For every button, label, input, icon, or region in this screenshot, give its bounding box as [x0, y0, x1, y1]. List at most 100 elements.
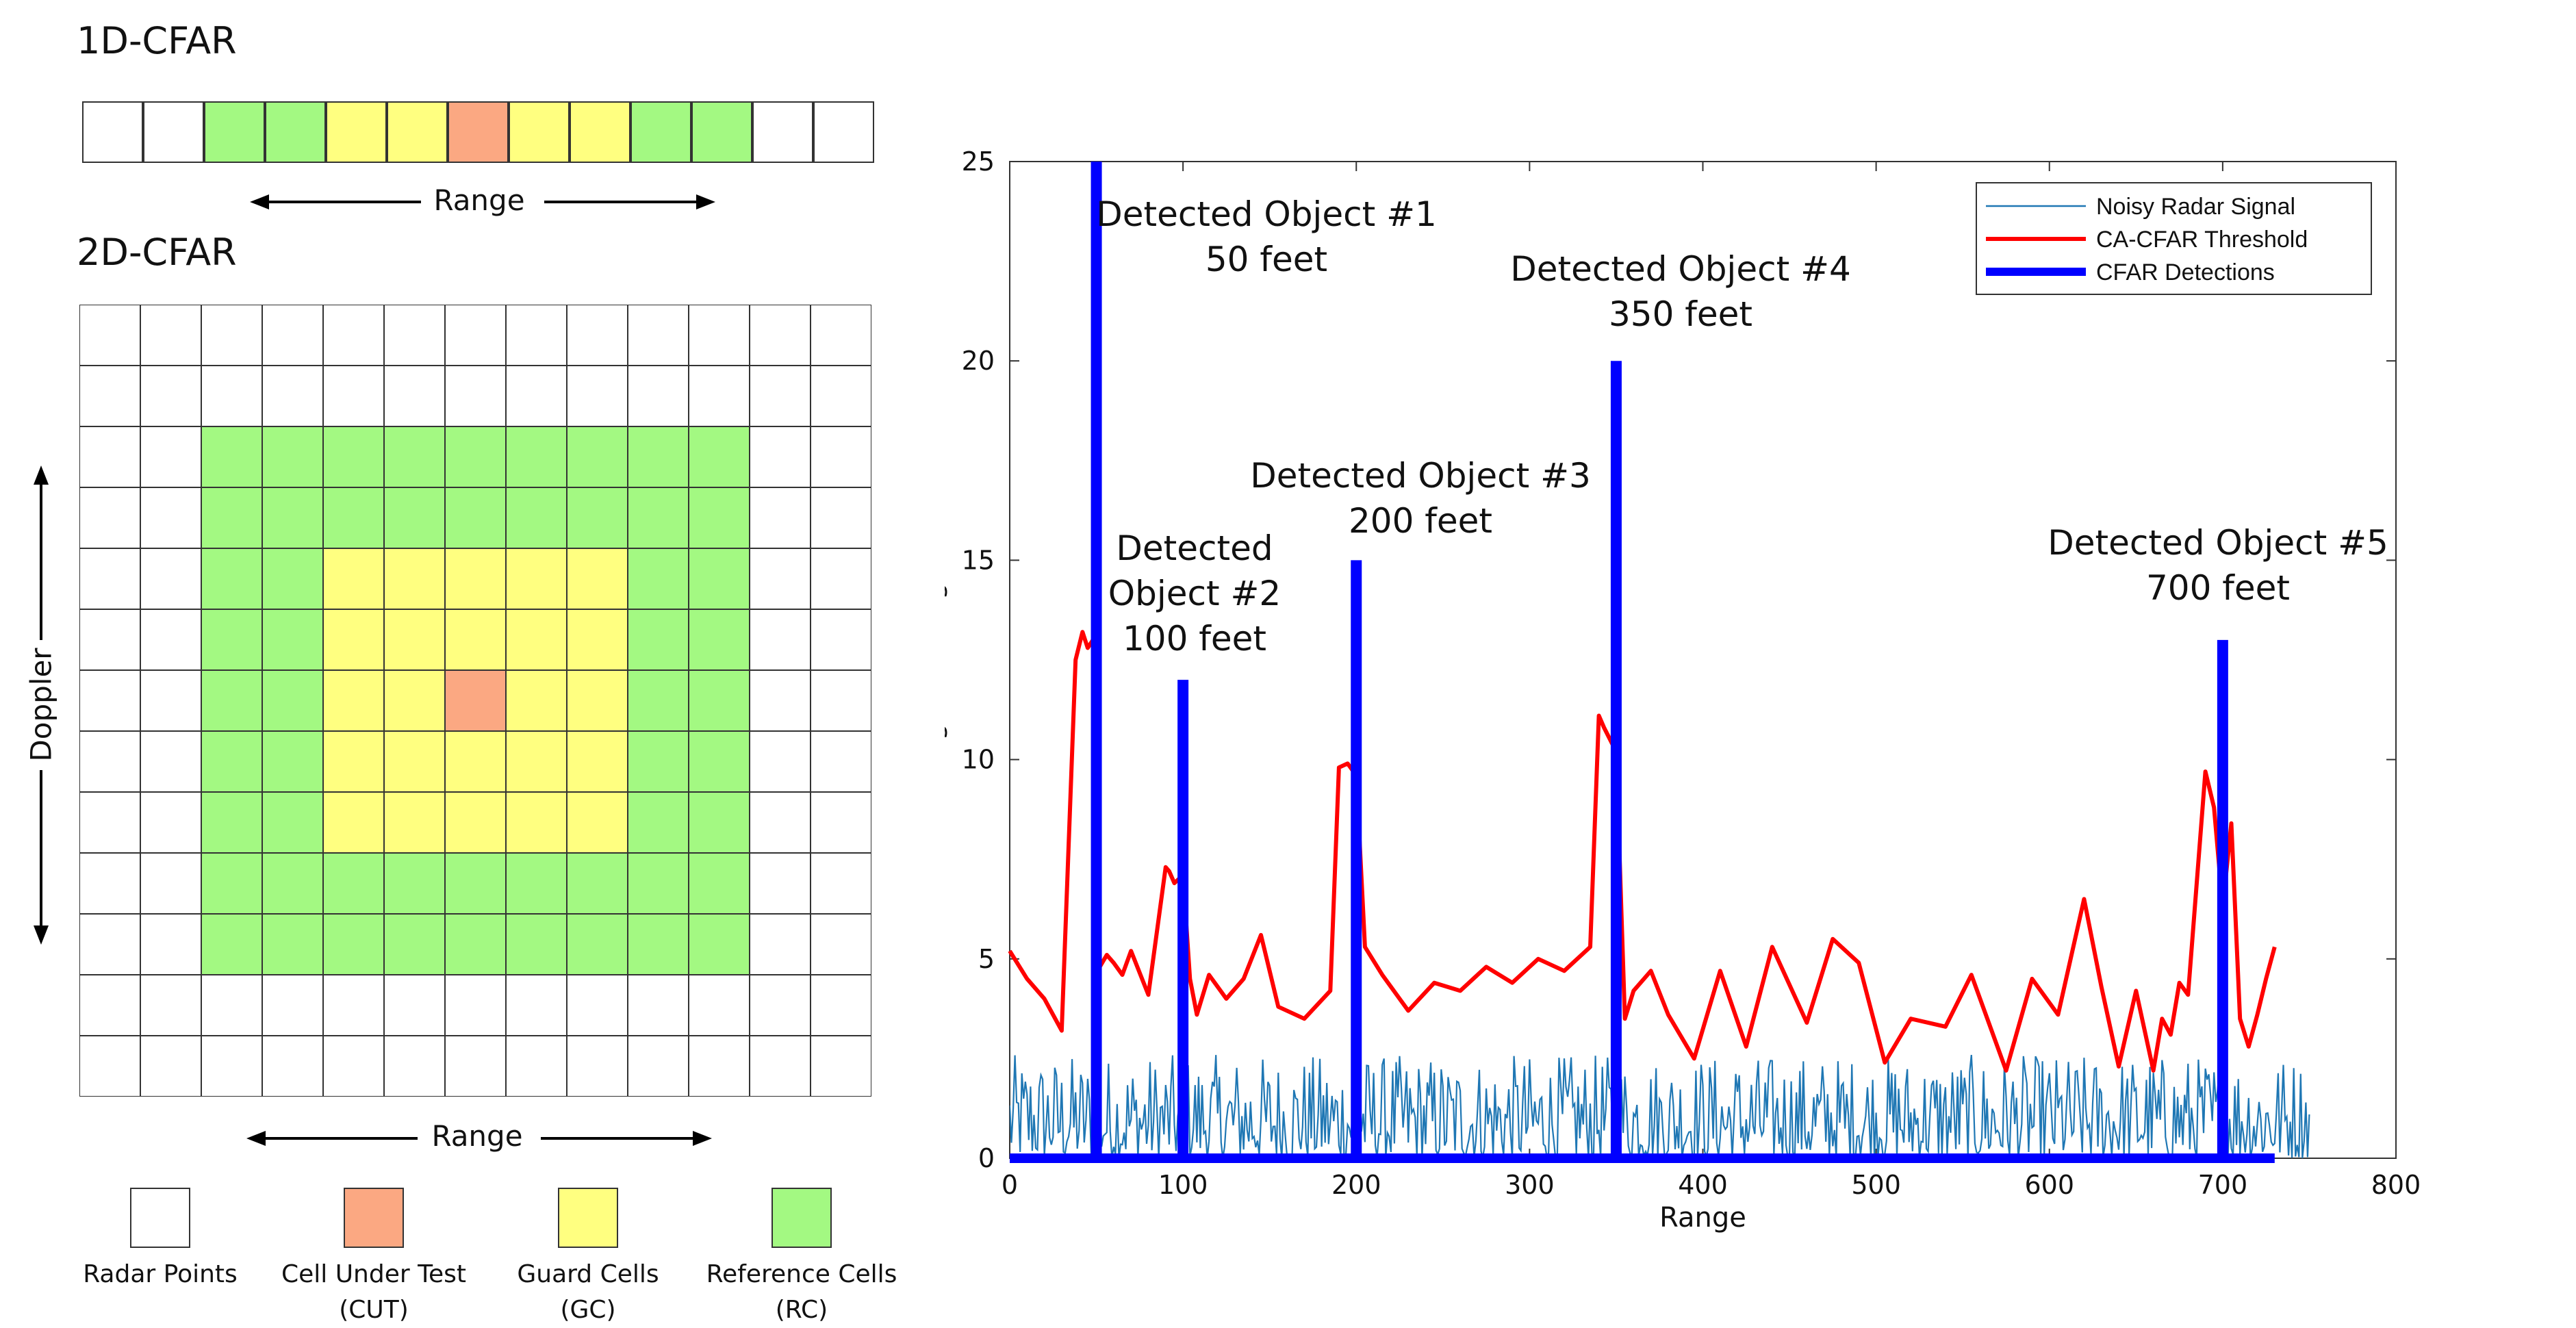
cfar-2d-cell-reference	[567, 853, 628, 914]
cfar-2d-cell-radar	[811, 914, 871, 975]
cfar-2d-cell-radar	[750, 792, 811, 853]
cfar-2d-cell-reference	[628, 853, 689, 914]
cfar-2d-cell-reference	[384, 426, 445, 487]
cfar-2d-cell-reference	[506, 426, 567, 487]
range-arrow-1d	[250, 185, 715, 219]
cfar-2d-cell-cut	[445, 670, 506, 731]
cfar-2d-cell-reference	[262, 914, 323, 975]
cfar-2d-cell-radar	[506, 366, 567, 426]
cfar-2d-cell-radar	[384, 1036, 445, 1097]
cfar-2d-cell-radar	[750, 609, 811, 670]
range-arrow-2d	[246, 1121, 712, 1155]
cfar-2d-cell-radar	[689, 305, 750, 366]
cfar-2d-cell-radar	[140, 366, 201, 426]
annotation-object-2: 100 feet	[1123, 619, 1266, 659]
cfar-2d-cell-radar	[811, 731, 871, 792]
threshold-line	[1008, 630, 2277, 1073]
y-tick-label: 5	[978, 944, 995, 974]
cfar-2d-cell-radar	[689, 1036, 750, 1097]
cfar-2d-cell-reference	[201, 914, 262, 975]
cfar-2d-cell-radar	[79, 609, 140, 670]
cfar-2d-cell-radar	[689, 366, 750, 426]
title-1d-cfar: 1D-CFAR	[77, 19, 237, 62]
cfar-2d-cell-radar	[384, 975, 445, 1036]
legend-entry: CA-CFAR Threshold	[2096, 227, 2308, 253]
cfar-2d-cell-radar	[750, 305, 811, 366]
cfar-2d-cell-reference	[689, 853, 750, 914]
cfar-2d-cell-reference	[201, 487, 262, 548]
cfar-2d-cell-radar	[262, 305, 323, 366]
cfar-2d-cell-radar	[140, 670, 201, 731]
cfar-2d-cell-reference	[262, 609, 323, 670]
legend-label-reference-line1: Reference Cells	[706, 1260, 897, 1288]
annotation-object-5: 700 feet	[2146, 568, 2290, 608]
cfar-2d-cell-radar	[79, 914, 140, 975]
cfar-2d-cell-radar	[79, 305, 140, 366]
cfar-2d-cell-radar	[323, 1036, 384, 1097]
cfar-2d-cell-radar	[140, 305, 201, 366]
cfar-2d-cell-radar	[79, 1036, 140, 1097]
cfar-2d-cell-radar	[262, 975, 323, 1036]
cfar-2d-cell-radar	[750, 426, 811, 487]
cfar-2d-cell-reference	[262, 853, 323, 914]
cfar-2d-cell-radar	[140, 853, 201, 914]
cfar-2d-cell-radar	[811, 426, 871, 487]
y-tick-label: 0	[978, 1143, 995, 1173]
cfar-2d-cell-radar	[79, 792, 140, 853]
cfar-2d-cell-guard	[506, 670, 567, 731]
cfar-2d-cell-guard	[567, 670, 628, 731]
cfar-1d-cells	[82, 101, 874, 163]
cfar-2d-cell-guard	[445, 731, 506, 792]
cfar-2d-cell-radar	[628, 975, 689, 1036]
cfar-2d-cell-guard	[567, 609, 628, 670]
cfar-2d-cell-radar	[811, 1036, 871, 1097]
legend-swatch-radar	[130, 1188, 190, 1248]
x-axis-label: Range	[1659, 1202, 1746, 1234]
cfar-2d-cell-radar	[79, 670, 140, 731]
legend-label-cut: Cell Under Test (CUT)	[251, 1257, 497, 1328]
cfar-2d-cell-reference	[262, 487, 323, 548]
cfar-2d-cell-radar	[811, 609, 871, 670]
cfar-2d-cell-radar	[262, 366, 323, 426]
cfar-2d-cell-radar	[750, 914, 811, 975]
cfar-2d-cell-reference	[567, 426, 628, 487]
legend-swatch-reference	[771, 1188, 832, 1248]
cfar-2d-cell-radar	[79, 731, 140, 792]
range-label-2d: Range	[431, 1119, 523, 1153]
cfar-2d-cell-reference	[323, 426, 384, 487]
cfar-2d-cell-radar	[811, 366, 871, 426]
x-tick-label: 300	[1505, 1170, 1555, 1200]
cfar-2d-cell-reference	[201, 792, 262, 853]
cfar-2d-cell-reference	[628, 792, 689, 853]
cfar-1d-cell-guard	[326, 101, 387, 163]
cfar-2d-cell-guard	[506, 731, 567, 792]
noisy-signal-line	[1010, 1054, 2310, 1161]
cfar-2d-cell-reference	[262, 548, 323, 609]
legend-label-guard: Guard Cells (GC)	[465, 1257, 711, 1328]
cfar-2d-cell-radar	[323, 366, 384, 426]
cfar-2d-cell-guard	[445, 792, 506, 853]
title-2d-cfar: 2D-CFAR	[77, 231, 237, 274]
cfar-2d-cell-reference	[262, 792, 323, 853]
cfar-2d-cell-radar	[567, 305, 628, 366]
cfar-2d-cell-guard	[567, 731, 628, 792]
cfar-2d-cell-radar	[201, 305, 262, 366]
range-label-1d: Range	[433, 183, 525, 217]
cfar-1d-cell-guard	[570, 101, 630, 163]
cfar-1d-cell-radar	[752, 101, 813, 163]
legend-label-radar-line1: Radar Points	[83, 1260, 238, 1288]
cfar-2d-cell-reference	[323, 487, 384, 548]
cfar-2d-cell-reference	[689, 548, 750, 609]
plot-area	[1009, 161, 2397, 1159]
annotation-object-2: Object #2	[1108, 574, 1281, 613]
cfar-2d-cell-reference	[323, 914, 384, 975]
cfar-2d-grid	[79, 305, 871, 1097]
cfar-2d-cell-radar	[811, 792, 871, 853]
cfar-2d-cell-radar	[750, 548, 811, 609]
cfar-2d-cell-radar	[750, 487, 811, 548]
cfar-2d-cell-radar	[567, 1036, 628, 1097]
cfar-2d-cell-reference	[689, 914, 750, 975]
cfar-2d-cell-radar	[506, 975, 567, 1036]
x-tick-label: 400	[1678, 1170, 1728, 1200]
cfar-2d-cell-radar	[201, 366, 262, 426]
